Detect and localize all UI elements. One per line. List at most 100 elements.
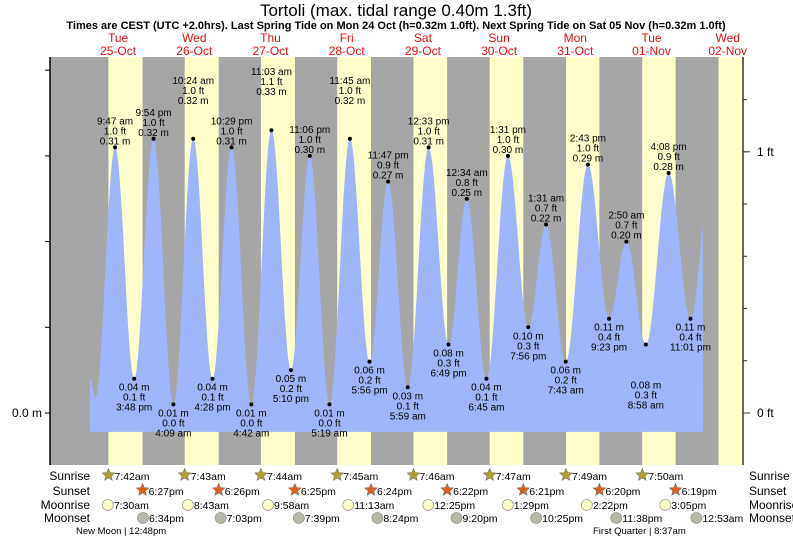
day-date: 02-Nov [708, 44, 747, 58]
day-name: Tue [108, 31, 129, 45]
sunrise-time: 7:47am [496, 471, 531, 483]
low-tide-label: 0.01 m0.0 ft4:09 am [155, 408, 191, 439]
low-tide-time: 5:59 am [390, 411, 426, 422]
low-tide-feet: 0.1 ft [475, 393, 497, 404]
moonset-icon [530, 512, 543, 524]
almanac: Sunrise Sunrise 7:42am 7:43am 7:44am 7:45am 7:… [41, 467, 793, 537]
high-tide-metres: 0.30 m [493, 145, 524, 156]
high-tide-time: 1:31 pm [490, 125, 526, 136]
moon-phase: First Quarter | 8:37am [593, 526, 686, 537]
high-tide-metres: 0.31 m [100, 136, 131, 147]
high-tide-point [307, 153, 312, 158]
day-date: 26-Oct [176, 44, 213, 58]
moonrise-icon [262, 499, 274, 511]
moonset-time: 6:34pm [149, 513, 184, 525]
high-tide-feet: 0.7 ft [535, 203, 557, 214]
high-tide-point [666, 171, 671, 176]
high-tide-point [464, 196, 469, 201]
high-tide-metres: 0.33 m [256, 87, 287, 98]
moonset-icon [292, 512, 305, 524]
low-tide-time: 7:43 am [548, 386, 584, 397]
low-tide-feet: 0.2 ft [280, 384, 302, 395]
sunset-time: 6:25pm [301, 486, 336, 498]
low-tide-label: 0.04 m0.1 ft3:48 pm [116, 383, 152, 414]
low-tide-time: 6:45 am [468, 403, 504, 414]
high-tide-feet: 1.1 ft [260, 77, 282, 88]
high-tide-feet: 1.0 ft [142, 118, 164, 129]
day-name: Wed [182, 31, 206, 45]
right-axis-label: 0 ft [757, 406, 774, 420]
moonrise-icon [342, 499, 355, 511]
moonrise-time: 7:30am [114, 500, 149, 512]
low-tide-time: 5:56 pm [351, 386, 387, 397]
high-tide-time: 9:47 am [97, 116, 133, 127]
low-tide-metres: 0.08 m [631, 380, 662, 391]
high-tide-metres: 0.28 m [653, 162, 684, 173]
high-tide-time: 11:06 pm [289, 125, 330, 136]
sunrise-icon [254, 467, 268, 481]
low-tide-label: 0.06 m0.2 ft7:43 am [548, 366, 584, 397]
low-tide-time: 8:58 am [628, 400, 664, 411]
sunset-time: 6:21pm [529, 486, 564, 498]
sunrise-icon [177, 467, 192, 481]
day-name: Sat [414, 31, 433, 45]
low-tide-point [288, 368, 293, 373]
high-tide-point [505, 153, 510, 158]
water-area [90, 130, 704, 432]
low-tide-point [132, 376, 137, 381]
high-tide-point [624, 239, 629, 244]
low-tide-feet: 0.3 ft [517, 341, 539, 352]
high-tide-label: 11:06 pm1.0 ft0.30 m [289, 125, 330, 156]
low-tide-metres: 0.01 m [158, 408, 189, 419]
moonrise-icon [422, 499, 435, 511]
low-tide-time: 7:56 pm [510, 351, 546, 362]
high-tide-feet: 1.0 ft [182, 86, 204, 97]
low-tide-label: 0.01 m0.0 ft4:42 am [233, 408, 269, 439]
moonrise-row-label: Moonrise [41, 498, 91, 512]
axes: 0.0 m 1 ft 0 ft [12, 57, 774, 465]
high-tide-time: 12:33 pm [408, 116, 450, 127]
high-tide-metres: 0.30 m [294, 145, 325, 156]
high-tide-point [151, 136, 156, 141]
moonset-time: 12:53am [702, 513, 743, 525]
low-tide-feet: 0.1 ft [123, 393, 145, 404]
low-tide-time: 11:01 pm [670, 343, 711, 354]
high-tide-feet: 0.7 ft [615, 221, 637, 232]
moonset-icon [137, 512, 149, 524]
sunset-time: 6:19pm [682, 486, 717, 498]
moonset-time: 9:20pm [463, 513, 498, 525]
moonset-row-label-right: Moonset [749, 511, 793, 525]
high-tide-feet: 0.9 ft [657, 152, 679, 163]
low-tide-label: 0.08 m0.3 ft8:58 am [628, 380, 664, 411]
low-tide-time: 6:49 pm [430, 368, 466, 379]
sunrise-row-label: Sunrise [49, 469, 90, 483]
high-tide-feet: 1.0 ft [220, 126, 242, 137]
high-tide-label: 10:29 pm1.0 ft0.31 m [211, 116, 253, 147]
day-date: 29-Oct [405, 44, 442, 58]
high-tide-metres: 0.25 m [452, 188, 483, 199]
moonrise-icon [101, 499, 114, 511]
low-tide-label: 0.03 m0.1 ft5:59 am [390, 391, 426, 422]
right-axis-label: 1 ft [757, 145, 774, 159]
low-tide-label: 0.04 m0.1 ft4:28 pm [194, 383, 230, 414]
left-axis-label: 0.0 m [12, 406, 42, 420]
sunrise-row-label-right: Sunrise [749, 469, 790, 483]
sunrise-time: 7:49am [572, 471, 607, 483]
sunrise-icon [406, 467, 421, 481]
day-name: Mon [564, 31, 587, 45]
low-tide-point [563, 359, 568, 364]
low-tide-metres: 0.04 m [471, 383, 502, 394]
sunrise-time: 7:50am [648, 471, 683, 483]
sunrise-time: 7:42am [114, 471, 149, 483]
low-tide-metres: 0.11 m [594, 323, 624, 334]
day-date: 31-Oct [557, 44, 594, 58]
low-tide-feet: 0.1 ft [397, 401, 419, 412]
low-tide-feet: 0.4 ft [598, 333, 620, 344]
sunrise-icon [330, 467, 345, 481]
low-tide-metres: 0.06 m [550, 366, 581, 377]
high-tide-metres: 0.31 m [413, 136, 444, 147]
day-date: 01-Nov [632, 44, 671, 58]
high-tide-label: 1:31 pm1.0 ft0.30 m [490, 125, 526, 156]
sunset-row-label: Sunset [53, 484, 91, 498]
